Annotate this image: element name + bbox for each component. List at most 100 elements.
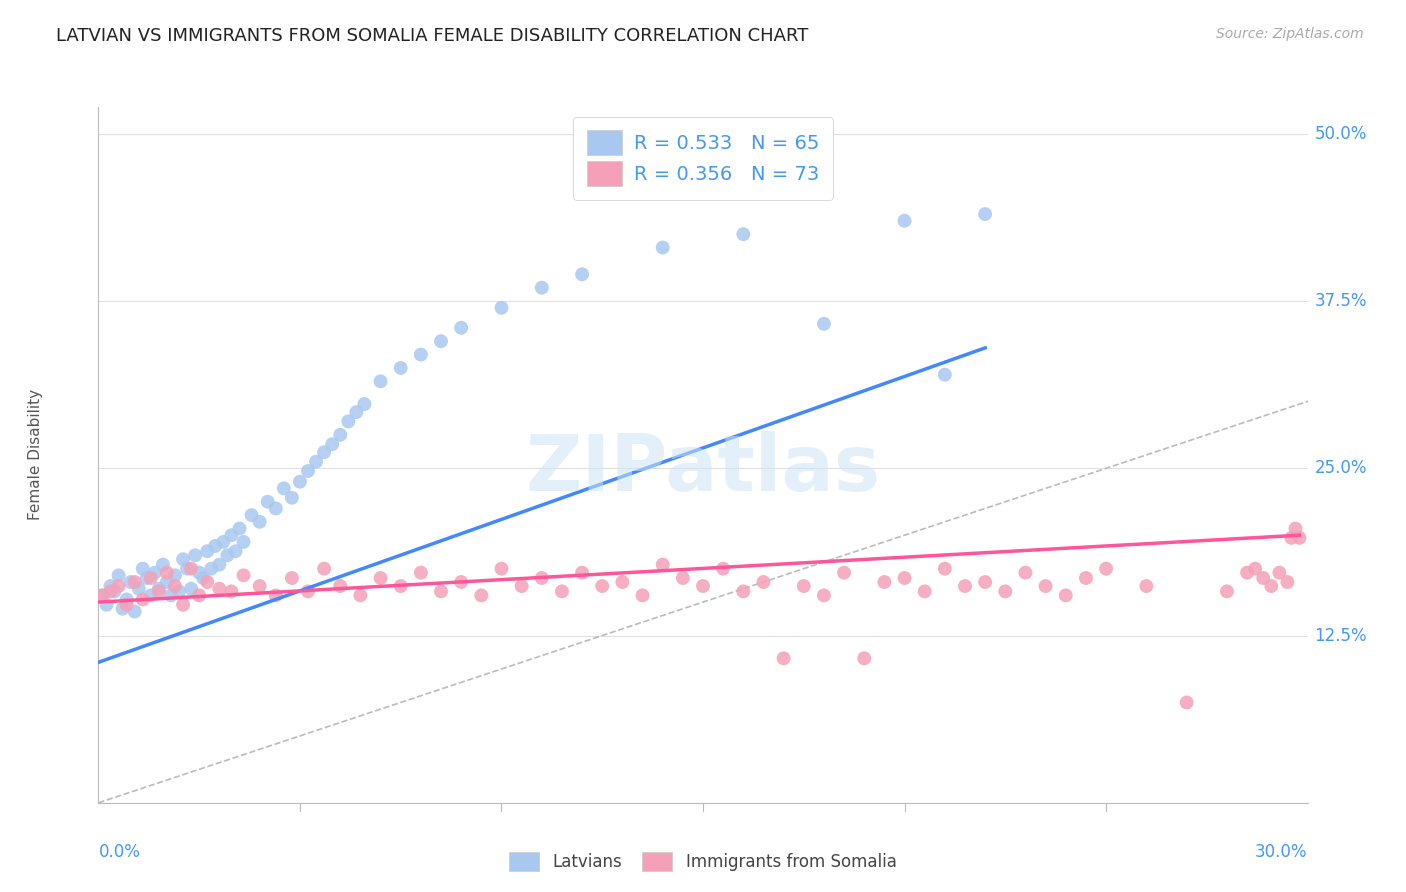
Point <box>530 571 553 585</box>
Point <box>344 405 367 419</box>
Point <box>135 571 157 585</box>
Legend: Latvians, Immigrants from Somalia: Latvians, Immigrants from Somalia <box>501 843 905 880</box>
Point <box>195 575 218 590</box>
Point <box>571 566 593 580</box>
Point <box>389 361 412 376</box>
Point <box>752 575 775 590</box>
Point <box>349 589 371 603</box>
Point <box>1014 566 1036 580</box>
Point <box>974 575 997 590</box>
Point <box>281 491 304 505</box>
Point <box>240 508 263 523</box>
Text: Female Disability: Female Disability <box>28 389 42 521</box>
Point <box>893 571 915 585</box>
Point <box>172 552 194 566</box>
Point <box>329 428 352 442</box>
Point <box>733 227 755 242</box>
Point <box>107 579 129 593</box>
Point <box>953 579 976 593</box>
Point <box>370 571 392 585</box>
Point <box>172 598 194 612</box>
Text: 25.0%: 25.0% <box>1315 459 1367 477</box>
Point <box>195 544 218 558</box>
Point <box>793 579 815 593</box>
Point <box>264 501 287 516</box>
Point <box>91 589 114 603</box>
Point <box>115 592 138 607</box>
Point <box>631 589 654 603</box>
Point <box>180 582 202 596</box>
Point <box>389 579 412 593</box>
Point <box>148 582 170 596</box>
Point <box>107 568 129 582</box>
Point <box>297 584 319 599</box>
Point <box>353 397 375 411</box>
Point <box>288 475 311 489</box>
Point <box>115 598 138 612</box>
Point <box>100 584 122 599</box>
Point <box>314 562 336 576</box>
Point <box>470 589 492 603</box>
Point <box>530 281 553 295</box>
Point <box>132 562 155 576</box>
Point <box>96 598 118 612</box>
Point <box>1095 562 1118 576</box>
Point <box>329 579 352 593</box>
Point <box>450 575 472 590</box>
Point <box>873 575 896 590</box>
Point <box>139 589 162 603</box>
Point <box>305 455 328 469</box>
Point <box>994 584 1017 599</box>
Point <box>281 571 304 585</box>
Point <box>156 566 179 580</box>
Point <box>176 562 198 576</box>
Point <box>832 566 855 580</box>
Point <box>337 415 360 429</box>
Point <box>163 579 186 593</box>
Point <box>510 579 533 593</box>
Point <box>1135 579 1157 593</box>
Point <box>733 584 755 599</box>
Point <box>100 579 122 593</box>
Point <box>224 544 246 558</box>
Text: 0.0%: 0.0% <box>98 843 141 861</box>
Point <box>208 558 231 572</box>
Point <box>1288 531 1310 545</box>
Point <box>314 445 336 459</box>
Point <box>672 571 695 585</box>
Point <box>232 568 254 582</box>
Point <box>692 579 714 593</box>
Point <box>143 566 166 580</box>
Text: 12.5%: 12.5% <box>1315 626 1367 645</box>
Point <box>409 348 432 362</box>
Point <box>893 214 915 228</box>
Point <box>217 548 239 563</box>
Point <box>163 568 186 582</box>
Point <box>249 515 271 529</box>
Point <box>221 528 243 542</box>
Point <box>200 562 222 576</box>
Point <box>180 562 202 576</box>
Point <box>409 566 432 580</box>
Point <box>148 584 170 599</box>
Point <box>1236 566 1258 580</box>
Point <box>772 651 794 665</box>
Point <box>813 317 835 331</box>
Point <box>1175 696 1198 710</box>
Point <box>103 584 125 599</box>
Point <box>1281 531 1303 545</box>
Point <box>232 535 254 549</box>
Point <box>156 575 179 590</box>
Point <box>212 535 235 549</box>
Point <box>934 368 956 382</box>
Text: Source: ZipAtlas.com: Source: ZipAtlas.com <box>1216 27 1364 41</box>
Point <box>188 589 211 603</box>
Point <box>167 584 190 599</box>
Point <box>91 589 114 603</box>
Point <box>711 562 734 576</box>
Point <box>152 558 174 572</box>
Point <box>1216 584 1239 599</box>
Point <box>124 605 146 619</box>
Point <box>188 566 211 580</box>
Text: 30.0%: 30.0% <box>1256 843 1308 861</box>
